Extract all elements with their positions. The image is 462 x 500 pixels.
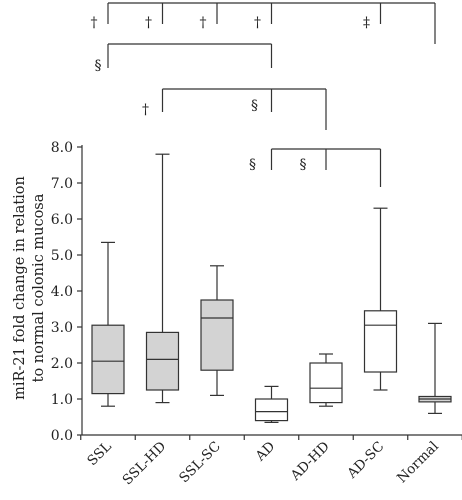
x-tick-label: Normal (394, 439, 442, 487)
x-tick-label: SSL (84, 438, 115, 469)
y-axis-label-line1: miR-21 fold change in relation (12, 176, 28, 400)
symbol-vs-normal: ‡ (363, 15, 370, 31)
box-iqr (254, 398, 289, 422)
y-tick-label: 7.0 (51, 176, 73, 192)
y-tick-labels: 0.0 1.0 2.0 3.0 4.0 5.0 6.0 7.0 8.0 (51, 140, 73, 444)
significance-symbols: † † † † ‡ § † § § § (91, 15, 371, 173)
box-ad (254, 385, 289, 423)
box-iqr (363, 310, 398, 373)
x-tick-label: AD (252, 438, 279, 465)
box-ad-sc (363, 207, 398, 391)
axes (77, 145, 462, 440)
x-tick-label: SSL-SC (176, 439, 224, 487)
box-iqr (309, 362, 343, 404)
symbol-vs-normal: † (200, 15, 207, 31)
box-iqr (91, 324, 125, 395)
symbol-vs-normal: † (91, 15, 98, 31)
symbol-ad-adhd: § (251, 98, 258, 114)
y-tick-label: 6.0 (51, 212, 73, 228)
box-ad-hd (309, 353, 343, 407)
y-tick-label: 1.0 (51, 392, 73, 408)
symbol-adhd-adsc: § (300, 157, 307, 173)
y-axis-label-line2: to normal colonic mucosa (31, 193, 47, 382)
x-tick-label: SSL-HD (120, 438, 170, 488)
box-normal (418, 322, 452, 414)
boxes (91, 153, 452, 423)
box-iqr (145, 331, 180, 391)
x-tick-labels: SSL SSL-HD SSL-SC AD AD-HD AD-SC Normal (84, 438, 442, 488)
y-tick-label: 4.0 (51, 284, 73, 300)
symbol-sslhd-adhd: † (142, 102, 149, 118)
y-tick-label: 5.0 (51, 248, 73, 264)
symbol-vs-normal: † (145, 15, 152, 31)
symbol-ssl-ad: § (95, 58, 102, 74)
x-tick-label: AD-SC (344, 439, 388, 483)
box-ssl-sc (200, 265, 234, 396)
box-ssl-hd (145, 153, 180, 404)
box-iqr (200, 299, 234, 371)
y-tick-label: 3.0 (51, 320, 73, 336)
y-tick-label: 2.0 (51, 356, 73, 372)
symbol-vs-normal: † (254, 15, 261, 31)
y-tick-label: 0.0 (51, 428, 73, 444)
x-tick-label: AD-HD (287, 438, 333, 484)
y-tick-label: 8.0 (51, 140, 73, 156)
symbol-ad-adsc: § (249, 157, 256, 173)
box-ssl (91, 241, 125, 407)
significance-brackets (107, 2, 436, 187)
